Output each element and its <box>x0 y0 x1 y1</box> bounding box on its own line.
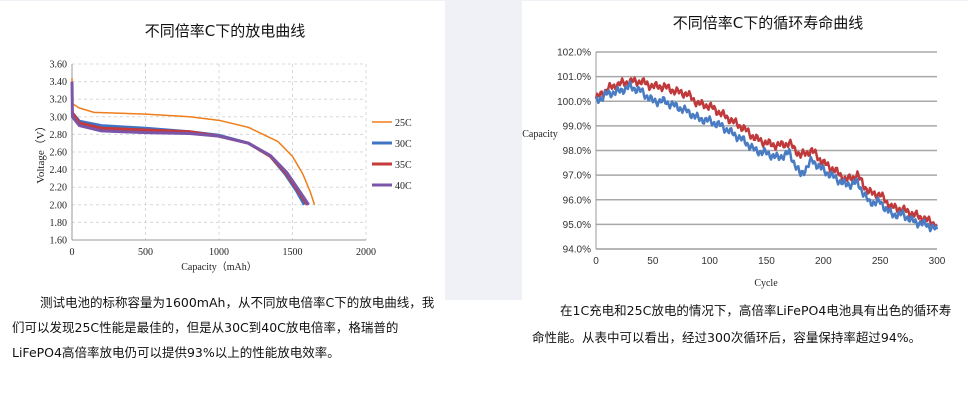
y-tick-label: 2.20 <box>50 183 68 194</box>
y-tick-label: 1.60 <box>50 236 68 247</box>
legend-label: 40C <box>395 181 412 192</box>
legend-label: 30C <box>395 139 412 150</box>
discharge-chart-title: 不同倍率C下的放电曲线 <box>145 22 305 40</box>
x-tick-label: 0 <box>70 247 75 258</box>
y-tick-label: 102.0% <box>557 48 591 59</box>
y-tick-label: 98.0% <box>563 146 591 157</box>
series-line <box>595 80 939 233</box>
y-tick-label: 100.0% <box>557 97 591 108</box>
y-tick-label: 2.00 <box>50 200 68 211</box>
y-axis-label: Voltage（V） <box>34 120 47 183</box>
legend-label: 35C <box>395 160 412 171</box>
x-tick-label: 500 <box>138 247 153 258</box>
y-tick-label: 3.40 <box>50 77 68 88</box>
cycle-life-chart: 不同倍率C下的循环寿命曲线 94.0% 95.0% 96.0% 97.0% 98.0% 9… <box>522 14 946 289</box>
series-line-25C <box>71 78 316 206</box>
x-tick-label: 0 <box>593 256 599 267</box>
y-tick-label: 96.0% <box>563 195 591 206</box>
discharge-chart: 不同倍率C下的放电曲线 1.60 1.80 2.00 2.20 2.40 2.60 2.80… <box>34 22 412 273</box>
y-tick-label: 1.80 <box>50 218 68 229</box>
x-tick-label: 50 <box>647 256 659 267</box>
y-axis-label: Capacity <box>522 129 558 140</box>
y-tick-label: 101.0% <box>557 72 591 83</box>
x-tick-label: 200 <box>815 256 832 267</box>
cycle-life-description: 在1C充电和25C放电的情况下，高倍率LiFePO4电池具有出色的循环寿命性能。… <box>532 303 952 345</box>
x-tick-label: 150 <box>758 256 775 267</box>
y-tick-label: 3.20 <box>50 95 68 106</box>
y-tick-label: 97.0% <box>563 171 591 182</box>
x-tick-label: 1000 <box>209 247 229 258</box>
x-tick-label: 250 <box>872 256 889 267</box>
y-tick-label: 99.0% <box>563 121 591 132</box>
x-tick-label: 2000 <box>356 247 376 258</box>
x-axis-label: Cycle <box>754 278 778 289</box>
discharge-description: 测试电池的标称容量为1600mAh，从不同放电倍率C下的放电曲线，我们可以发现2… <box>12 295 435 360</box>
x-tick-label: 1500 <box>283 247 303 258</box>
y-tick-label: 2.60 <box>50 148 68 159</box>
series-line <box>594 76 938 229</box>
y-tick-label: 2.80 <box>50 130 68 141</box>
legend-label: 25C <box>395 118 412 129</box>
y-tick-label: 95.0% <box>563 220 591 231</box>
x-tick-label: 100 <box>701 256 718 267</box>
x-tick-label: 300 <box>929 256 946 267</box>
series-line-40C <box>70 81 310 206</box>
y-tick-label: 2.40 <box>50 165 68 176</box>
y-tick-label: 3.60 <box>50 60 68 71</box>
cycle-chart-title: 不同倍率C下的循环寿命曲线 <box>673 14 863 32</box>
x-axis-label: Capacity（mAh） <box>181 261 257 273</box>
y-tick-label: 3.00 <box>50 112 68 123</box>
panel-gutter <box>445 0 522 300</box>
y-tick-label: 94.0% <box>563 245 591 256</box>
